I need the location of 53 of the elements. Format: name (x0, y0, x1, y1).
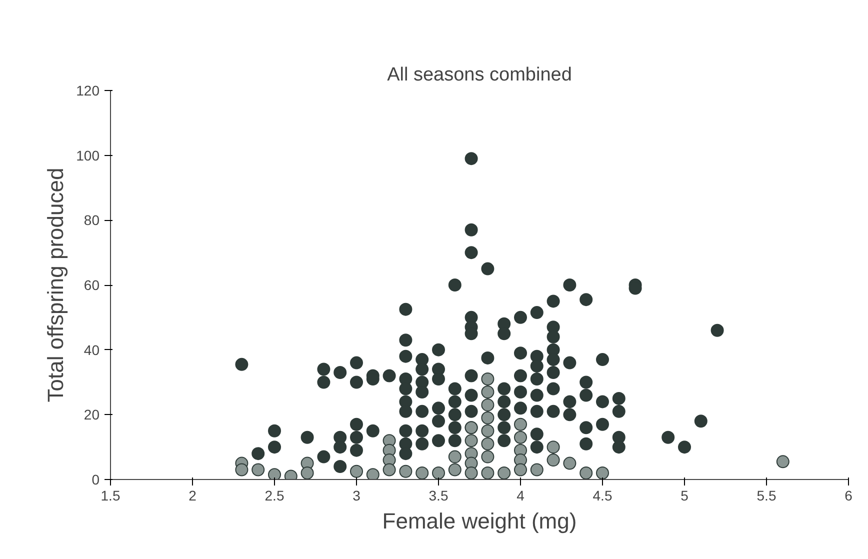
point (481, 398, 494, 412)
point (481, 424, 494, 438)
y-tick-label: 80 (84, 212, 100, 228)
x-tick-label: 5.5 (756, 488, 776, 504)
y-tick-label: 20 (84, 406, 100, 423)
point (498, 466, 511, 480)
point (546, 454, 560, 467)
point (546, 440, 560, 454)
point (776, 455, 790, 468)
point (464, 466, 478, 480)
y-axis-title: Total offspring produced (43, 168, 68, 402)
point (481, 450, 494, 464)
y-tick-label: 120 (76, 82, 100, 98)
point (350, 464, 363, 478)
point (481, 372, 494, 386)
chart-title: All seasons combined (387, 64, 572, 86)
y-tick-label: 0 (92, 472, 100, 488)
x-tick-label: 6 (844, 488, 853, 504)
point (432, 466, 445, 480)
point (481, 437, 494, 450)
x-tick-label: 2.5 (264, 488, 284, 504)
x-tick-label: 1.5 (100, 488, 120, 504)
point (464, 434, 478, 448)
point (563, 456, 576, 470)
point (366, 468, 380, 480)
x-tick-label: 4 (516, 488, 525, 504)
x-tick-label: 2 (188, 488, 197, 504)
point (448, 463, 462, 476)
point (252, 463, 265, 476)
point (481, 385, 494, 398)
point (416, 466, 429, 480)
y-tick-label: 40 (84, 342, 100, 358)
x-tick-label: 3 (352, 488, 361, 504)
point (481, 466, 494, 480)
point (235, 463, 248, 476)
point (300, 466, 314, 480)
x-tick-label: 4.5 (592, 488, 612, 504)
point (481, 411, 494, 424)
point (382, 463, 396, 476)
x-axis-title: Female weight (mg) (382, 508, 577, 534)
point (448, 450, 462, 464)
x-tick-label: 3.5 (428, 488, 448, 504)
x-tick-label: 5 (680, 488, 689, 504)
point (580, 466, 593, 480)
point (530, 463, 544, 476)
point (268, 468, 281, 480)
point (514, 463, 527, 476)
point (514, 418, 527, 431)
point (514, 430, 527, 444)
y-tick-label: 100 (76, 147, 100, 164)
y-tick-label: 60 (84, 277, 100, 293)
point (596, 466, 609, 480)
point (399, 464, 412, 478)
